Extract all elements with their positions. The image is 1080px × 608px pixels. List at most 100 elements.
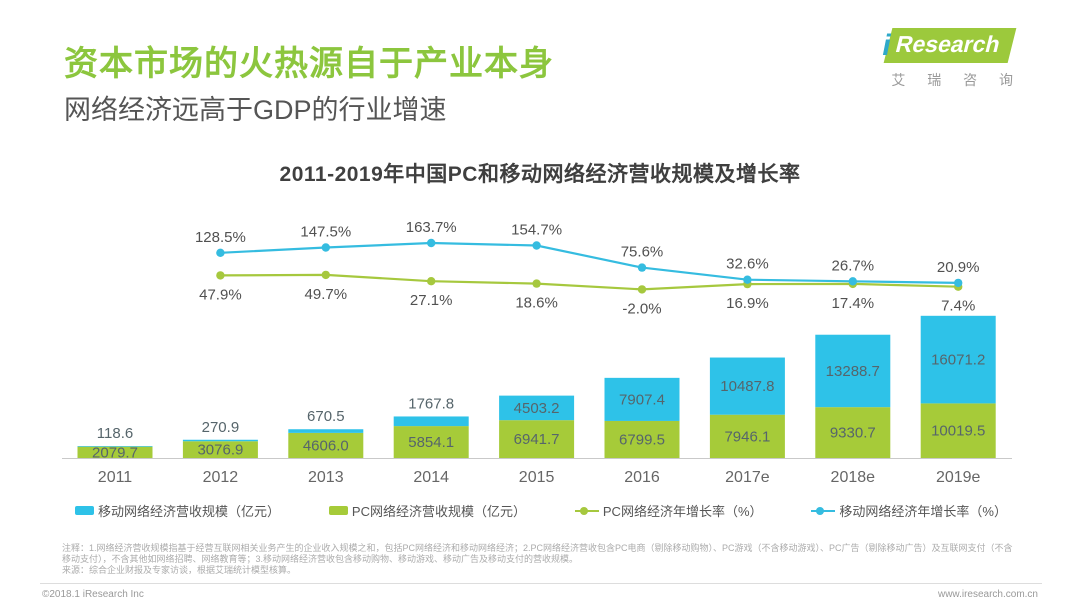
x-axis-label: 2013 bbox=[308, 469, 344, 486]
growth-rate-label: -2.0% bbox=[622, 300, 661, 317]
mobile-value-label: 670.5 bbox=[307, 408, 345, 425]
bar-mobile-2014 bbox=[393, 416, 469, 427]
footnote-line: 注释：1.网络经济营收规模指基于经营互联网相关业务产生的企业收入规模之和，包括P… bbox=[62, 543, 1013, 553]
legend-item-mobile-growth: 移动网络经济年增长率（%） bbox=[811, 501, 1007, 520]
line-point bbox=[427, 277, 436, 286]
growth-rate-label: 128.5% bbox=[195, 229, 246, 246]
pc-revenue-swatch-icon bbox=[328, 506, 348, 515]
legend-label: PC网络经济年增长率（%） bbox=[602, 504, 763, 519]
pc-value-label: 5854.1 bbox=[408, 434, 454, 451]
x-axis-label: 2017e bbox=[725, 469, 770, 486]
pc-value-label: 2079.7 bbox=[92, 444, 138, 461]
x-axis-label: 2018e bbox=[831, 469, 876, 486]
line-point bbox=[427, 238, 436, 248]
growth-rate-label: 163.7% bbox=[406, 219, 457, 236]
x-axis-label: 2012 bbox=[203, 469, 239, 486]
mobile-value-label: 118.6 bbox=[97, 425, 133, 442]
bar-pc-2019e bbox=[920, 403, 996, 458]
growth-rate-label: 7.4% bbox=[941, 298, 975, 315]
bar-pc-2013 bbox=[288, 432, 364, 458]
growth-rate-label: 49.7% bbox=[305, 286, 348, 303]
combo-chart: 2079.7 118.6 2011 3076.9 270.9 2012 4606.0 670.… bbox=[62, 219, 1012, 486]
logo-caption: 艾 瑞 咨 询 bbox=[891, 72, 1022, 88]
growth-rate-label: 147.5% bbox=[300, 224, 351, 241]
bar-mobile-2013 bbox=[288, 429, 364, 433]
bar-mobile-2012 bbox=[182, 439, 258, 442]
mobile-revenue-swatch-icon bbox=[75, 506, 94, 515]
bar-mobile-2019e bbox=[920, 315, 996, 404]
mobile-value-label: 4503.2 bbox=[514, 400, 560, 417]
bar-pc-2016 bbox=[604, 420, 680, 458]
mobile-growth-line-marker-icon bbox=[811, 506, 836, 515]
line-point bbox=[848, 277, 857, 286]
bar-pc-2018e bbox=[815, 407, 891, 458]
bar-mobile-2011 bbox=[77, 446, 153, 447]
line-point bbox=[216, 248, 225, 257]
bar-mobile-2015 bbox=[499, 395, 575, 421]
pc-value-label: 6941.7 bbox=[514, 431, 560, 448]
x-axis-label: 2011 bbox=[98, 469, 133, 486]
footnote-source: 来源：综合企业财报及专家访谈，根据艾瑞统计模型核算。 bbox=[62, 565, 297, 575]
mobile-value-label: 10487.8 bbox=[720, 378, 774, 395]
bar-mobile-2016 bbox=[604, 377, 680, 421]
growth-rate-label: 26.7% bbox=[832, 257, 875, 274]
line-point bbox=[637, 263, 647, 272]
footnote-line: 移动支付），不含其他如网络招聘、网络教育等；3.移动网络经济营收包含移动购物、移… bbox=[62, 554, 579, 564]
bar-pc-2015 bbox=[499, 420, 575, 458]
legend-item-pc-revenue: PC网络经济营收规模（亿元） bbox=[328, 501, 526, 520]
growth-rate-label: 16.9% bbox=[726, 295, 769, 312]
bar-pc-2014 bbox=[393, 426, 469, 458]
growth-rate-label: 47.9% bbox=[199, 286, 242, 303]
growth-rate-label: 154.7% bbox=[511, 222, 562, 239]
mobile-value-label: 13288.7 bbox=[826, 363, 880, 380]
legend-label: 移动网络经济营收规模（亿元） bbox=[98, 504, 281, 519]
mobile-value-label: 16071.2 bbox=[931, 352, 985, 369]
footer-divider bbox=[40, 583, 1042, 584]
growth-rate-label: 32.6% bbox=[726, 256, 769, 273]
growth-rate-label: 27.1% bbox=[410, 292, 453, 309]
footnotes: 注释：1.网络经济营收规模指基于经营互联网相关业务产生的企业收入规模之和，包括P… bbox=[62, 543, 1013, 576]
x-axis-label: 2019e bbox=[936, 469, 981, 486]
footer: ©2018.1 iResearch Inc www.iresearch.com.… bbox=[42, 589, 1038, 600]
line-point bbox=[321, 270, 330, 280]
pc-value-label: 3076.9 bbox=[197, 442, 243, 459]
mobile-value-label: 1767.8 bbox=[408, 395, 454, 412]
pc-value-label: 9330.7 bbox=[830, 425, 876, 442]
mobile-growth-line bbox=[220, 241, 959, 284]
legend-label: 移动网络经济年增长率（%） bbox=[839, 504, 1007, 519]
growth-rate-label: 18.6% bbox=[515, 295, 558, 312]
pc-value-label: 10019.5 bbox=[931, 423, 985, 440]
pc-value-label: 7946.1 bbox=[724, 428, 770, 445]
logo-brand-text: Research bbox=[883, 28, 1016, 63]
chart-title: 2011-2019年中国PC和移动网络经济营收规模及增长率 bbox=[279, 163, 801, 186]
mobile-value-label: 270.9 bbox=[202, 419, 240, 436]
pc-value-label: 4606.0 bbox=[303, 437, 349, 454]
page-title: 资本市场的火热源自于产业本身 bbox=[64, 45, 554, 83]
copyright-text: ©2018.1 iResearch Inc bbox=[42, 589, 144, 600]
line-point bbox=[216, 271, 225, 280]
legend-item-pc-growth: PC网络经济年增长率（%） bbox=[574, 501, 763, 520]
growth-rate-label: 75.6% bbox=[621, 244, 664, 261]
logo-wordmark: i Research bbox=[882, 28, 1022, 63]
pc-growth-line-marker-icon bbox=[574, 506, 599, 515]
x-axis-label: 2015 bbox=[519, 469, 555, 486]
bar-pc-2012 bbox=[182, 441, 258, 458]
growth-rate-label: 20.9% bbox=[937, 259, 980, 276]
chart-legend: 移动网络经济营收规模（亿元） PC网络经济营收规模（亿元） PC网络经济年增长率… bbox=[75, 501, 1007, 520]
line-point bbox=[743, 275, 752, 284]
line-point bbox=[637, 285, 647, 294]
x-axis-label: 2014 bbox=[413, 469, 449, 486]
bar-mobile-2018e bbox=[815, 334, 891, 408]
line-point bbox=[321, 243, 330, 252]
line-point bbox=[532, 279, 541, 288]
mobile-value-label: 7907.4 bbox=[619, 391, 665, 408]
website-url: www.iresearch.com.cn bbox=[937, 589, 1038, 600]
growth-rate-label: 17.4% bbox=[832, 295, 875, 312]
line-point bbox=[532, 241, 541, 250]
line-point bbox=[954, 278, 963, 288]
pc-value-label: 6799.5 bbox=[619, 431, 665, 448]
legend-item-mobile-revenue: 移动网络经济营收规模（亿元） bbox=[75, 501, 280, 520]
page-subtitle: 网络经济远高于GDP的行业增速 bbox=[64, 95, 447, 125]
legend-label: PC网络经济营收规模（亿元） bbox=[351, 504, 526, 519]
bar-pc-2017e bbox=[709, 414, 785, 458]
